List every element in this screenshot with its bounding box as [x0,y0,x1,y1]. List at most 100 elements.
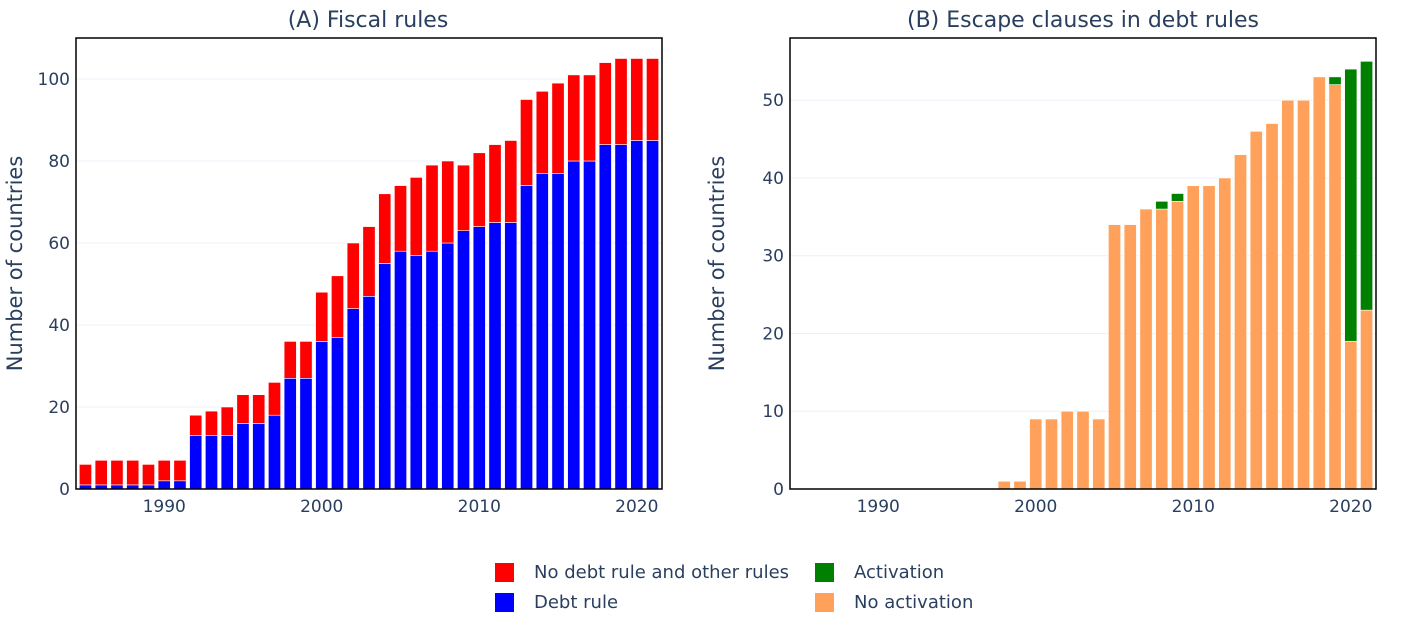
bar [630,58,644,141]
bar [283,377,297,490]
bar [331,336,344,490]
bar [252,394,266,424]
legend-label-no-activation: No activation [854,591,974,613]
plot-frame [789,37,1377,490]
legend-swatch-debt-rule [495,592,514,612]
bar [205,435,218,490]
bar [236,423,250,490]
bar [1265,123,1279,490]
legend-label-activation: Activation [854,561,945,583]
y-axis-label: Number of countries [705,156,729,372]
y-tick-label: 60 [48,234,70,254]
bar [268,414,281,490]
bar [457,164,470,232]
bar [205,410,218,437]
bar [520,99,533,186]
series-no-debt-rule-and-other-rules [79,58,659,486]
bar [1060,410,1074,490]
y-tick-label: 20 [762,324,784,344]
bar [1155,208,1169,490]
bar [504,140,518,223]
chart-panel-b: 0 10 20 30 40 50 1990 2000 2010 2020 (B) Escape cl… [705,8,1377,517]
bar [472,226,486,490]
bar [1171,200,1184,490]
bar [409,177,423,256]
bar [394,250,407,490]
bar [173,459,187,482]
legend-item-activation[interactable]: Activation [815,560,944,584]
bar [362,295,376,490]
legend: No debt rule and other rules Debt rule A… [495,560,1015,620]
bar [409,255,423,490]
series-activation [1155,61,1373,342]
bar [236,394,250,424]
chart-panel-a: 0 20 40 60 80 100 1990 2000 2010 2020 (A) Fiscal r… [3,8,663,517]
bar [1123,224,1137,490]
bar [1029,418,1043,490]
bar [425,250,439,490]
y-tick-label: 30 [762,247,784,267]
bar [614,144,628,490]
bar [315,291,329,342]
bar [110,459,124,486]
x-tick-label: 2020 [615,497,658,517]
bar [630,140,644,490]
bar [598,144,612,490]
bar [1360,309,1373,490]
bar [535,173,549,490]
bar [157,459,171,482]
bar [1328,84,1342,490]
bar [173,480,187,490]
x-tick-label: 2010 [1172,497,1215,517]
bar [488,222,502,490]
bar [1202,185,1216,490]
bar [1312,76,1326,490]
bar [252,423,266,490]
bar [189,414,203,437]
bar [346,242,360,309]
bar [1281,99,1295,490]
bar [1092,418,1106,490]
bar [299,377,313,490]
bar [315,341,329,490]
bar [331,275,344,338]
plot-frame [75,37,663,490]
bar [1155,200,1169,210]
y-tick-label: 20 [48,398,70,418]
bar [1186,185,1200,490]
x-tick-label: 1990 [857,497,900,517]
bar [551,173,565,490]
bar [1108,224,1121,490]
bar [535,91,549,174]
x-tick-label: 2010 [458,497,501,517]
bar [1171,193,1184,202]
series-debt-rule [79,140,659,490]
legend-swatch-no-activation [815,592,834,612]
bar [1297,99,1310,490]
bar [362,226,376,297]
y-tick-label: 80 [48,152,70,172]
bar [1234,154,1247,490]
series-no-activation [997,76,1373,490]
legend-item-no-debt-rule[interactable]: No debt rule and other rules [495,560,789,584]
bar [614,58,628,145]
bar [126,459,140,486]
bar [598,62,612,145]
bar [1344,340,1358,490]
bar [394,185,407,252]
legend-item-debt-rule[interactable]: Debt rule [495,590,618,614]
bar [1076,410,1090,490]
y-tick-label: 100 [38,70,70,90]
bar [1328,76,1342,85]
bar [220,435,234,490]
x-tick-label: 2000 [1014,497,1057,517]
bar [441,160,455,244]
bar [378,193,392,264]
legend-item-no-activation[interactable]: No activation [815,590,973,614]
bar [567,74,581,162]
bar [378,263,392,490]
bar [504,222,518,490]
bar [1360,61,1373,311]
bar [997,480,1011,490]
